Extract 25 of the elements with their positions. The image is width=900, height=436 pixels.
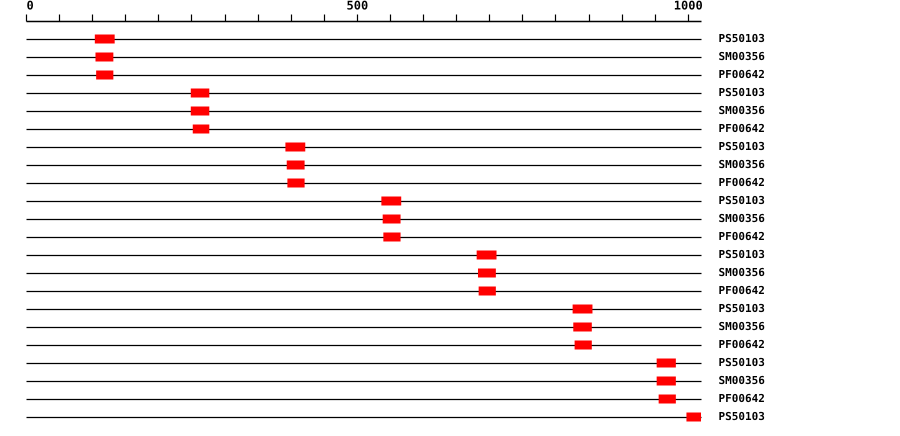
y-tick-label: PF00642: [718, 284, 765, 297]
y-tick-label: PF00642: [718, 392, 765, 405]
y-tick-label: PF00642: [718, 68, 765, 81]
y-tick-label: SM00356: [718, 104, 766, 117]
y-tick-label: PF00642: [718, 122, 765, 135]
y-tick-label: SM00356: [718, 50, 766, 63]
y-tick-label: SM00356: [718, 374, 766, 387]
y-tick-label: PF00642: [718, 338, 765, 351]
y-tick-label: PF00642: [718, 176, 765, 189]
y-tick-label: PF00642: [718, 230, 765, 243]
x-tick-label: 500: [346, 0, 368, 12]
y-tick-label: PS50103: [718, 140, 765, 153]
y-tick-label: PS50103: [718, 356, 765, 369]
y-tick-label: SM00356: [718, 212, 766, 225]
y-tick-label: SM00356: [718, 266, 766, 279]
y-tick-label: SM00356: [718, 320, 766, 333]
y-tick-label: PS50103: [718, 32, 765, 45]
x-tick-label: 0: [26, 0, 34, 12]
y-tick-label: PS50103: [718, 86, 765, 99]
x-tick-label: 1000: [674, 0, 703, 12]
y-tick-label: PS50103: [718, 302, 765, 315]
y-tick-label: PS50103: [718, 194, 765, 207]
y-tick-label: PS50103: [718, 248, 765, 261]
y-tick-label: PS50103: [718, 410, 765, 423]
y-tick-label: SM00356: [718, 158, 766, 171]
